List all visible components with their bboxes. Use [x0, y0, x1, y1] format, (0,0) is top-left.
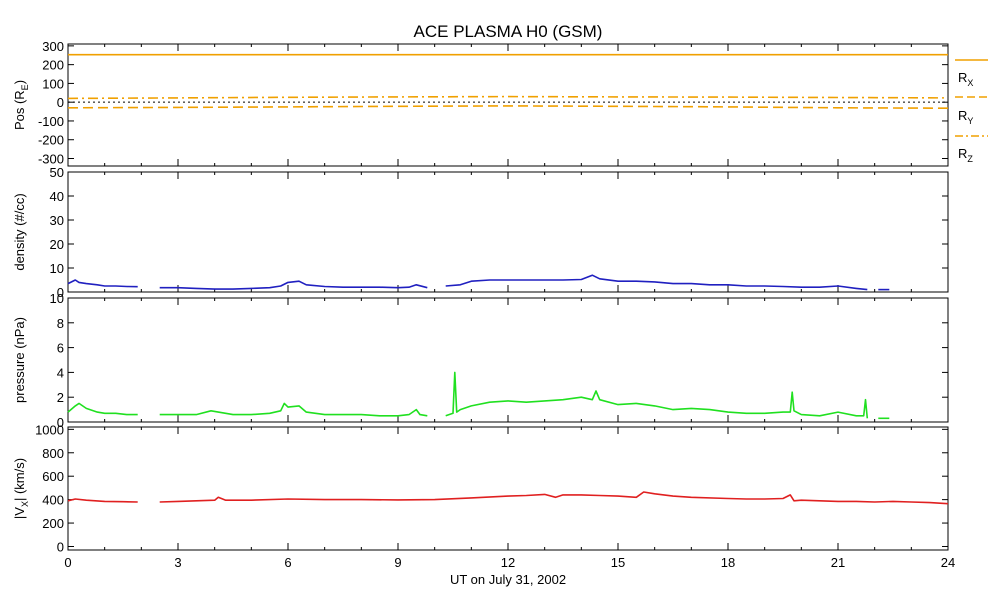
y-tick-label: 100 [42, 76, 64, 91]
y-axis-label-text: density (#/cc) [12, 193, 27, 270]
series-line-vx [159, 491, 949, 505]
y-tick-label: 2 [57, 390, 64, 405]
y-tick-label: -300 [38, 151, 64, 166]
y-axis-label-vx: |VX| (km/s) [12, 458, 30, 519]
y-tick-label: 10 [50, 291, 64, 306]
panel-pressure: 0 2 4 6 8 10 pressure (nPa) [12, 291, 949, 430]
series-line-pos [67, 95, 949, 100]
y-tick-label: 0 [57, 95, 64, 110]
series-line-pressure [159, 402, 428, 417]
y-axis-label-text: | (km/s) [12, 458, 27, 501]
y-axis-label-pos: Pos (RE) [12, 80, 30, 130]
y-axis-label-subscript: E [20, 84, 30, 90]
series-line-vx [67, 498, 138, 503]
y-tick-label: 0 [57, 415, 64, 430]
legend-label: RZ [958, 146, 973, 164]
y-tick-label: 6 [57, 341, 64, 356]
y-tick-label: 0 [57, 539, 64, 554]
x-tick-label: 12 [501, 555, 515, 570]
series-line-density [445, 274, 868, 291]
y-tick-label: 50 [50, 165, 64, 180]
y-tick-label: 8 [57, 316, 64, 331]
y-axis-label-density: density (#/cc) [12, 193, 27, 270]
legend-label: RY [958, 108, 973, 126]
series-line-pressure [445, 371, 869, 419]
panel-frame [67, 43, 949, 167]
y-tick-label: 20 [50, 237, 64, 252]
panel-density: 0 10 20 30 40 50 density (#/cc) [12, 165, 949, 300]
y-tick-label: 600 [42, 469, 64, 484]
legend-label-subscript: Y [967, 116, 973, 126]
series-line-pressure [67, 402, 138, 416]
chart-title: ACE PLASMA H0 (GSM) [414, 22, 603, 41]
panel-frame [67, 171, 949, 293]
series-line-density [67, 279, 138, 288]
y-tick-label: 400 [42, 493, 64, 508]
x-tick-label: 3 [174, 555, 181, 570]
y-tick-label: 10 [50, 261, 64, 276]
y-axis-label-subscript: X [20, 501, 30, 507]
y-tick-label: 0 [57, 285, 64, 300]
legend-label-text: R [958, 146, 967, 161]
panel-frame [67, 426, 949, 551]
y-axis-label-text: pressure (nPa) [12, 317, 27, 403]
x-tick-label: 24 [941, 555, 955, 570]
x-tick-label: 0 [64, 555, 71, 570]
legend-label-text: R [958, 70, 967, 85]
panel-vx: 0 200 400 600 800 1000 |VX| (km/s) 0 3 6 9 12 15 18 21… [12, 422, 955, 570]
legend-label: RX [958, 70, 973, 88]
y-tick-label: -200 [38, 133, 64, 148]
y-tick-label: -100 [38, 114, 64, 129]
panel-frame [67, 297, 949, 423]
x-tick-label: 15 [611, 555, 625, 570]
y-axis-label-text: |V [12, 507, 27, 519]
y-tick-label: 800 [42, 446, 64, 461]
series-line-pos [67, 105, 949, 109]
y-axis-label-pressure: pressure (nPa) [12, 317, 27, 403]
y-tick-label: 40 [50, 189, 64, 204]
x-tick-label: 18 [721, 555, 735, 570]
legend-label-text: R [958, 108, 967, 123]
y-tick-label: 4 [57, 365, 64, 380]
legend-label-subscript: Z [967, 154, 973, 164]
y-tick-label: 1000 [35, 422, 64, 437]
y-axis-label-text: Pos (R [12, 90, 27, 130]
legend-label-subscript: X [967, 78, 973, 88]
x-tick-label: 6 [284, 555, 291, 570]
x-axis-label: UT on July 31, 2002 [450, 572, 566, 587]
y-tick-label: 200 [42, 516, 64, 531]
y-tick-label: 30 [50, 213, 64, 228]
series-line-density [159, 280, 428, 290]
y-axis-label-text: ) [12, 80, 27, 84]
y-tick-label: 200 [42, 58, 64, 73]
y-tick-label: 300 [42, 39, 64, 54]
x-tick-label: 9 [394, 555, 401, 570]
x-tick-label: 21 [831, 555, 845, 570]
